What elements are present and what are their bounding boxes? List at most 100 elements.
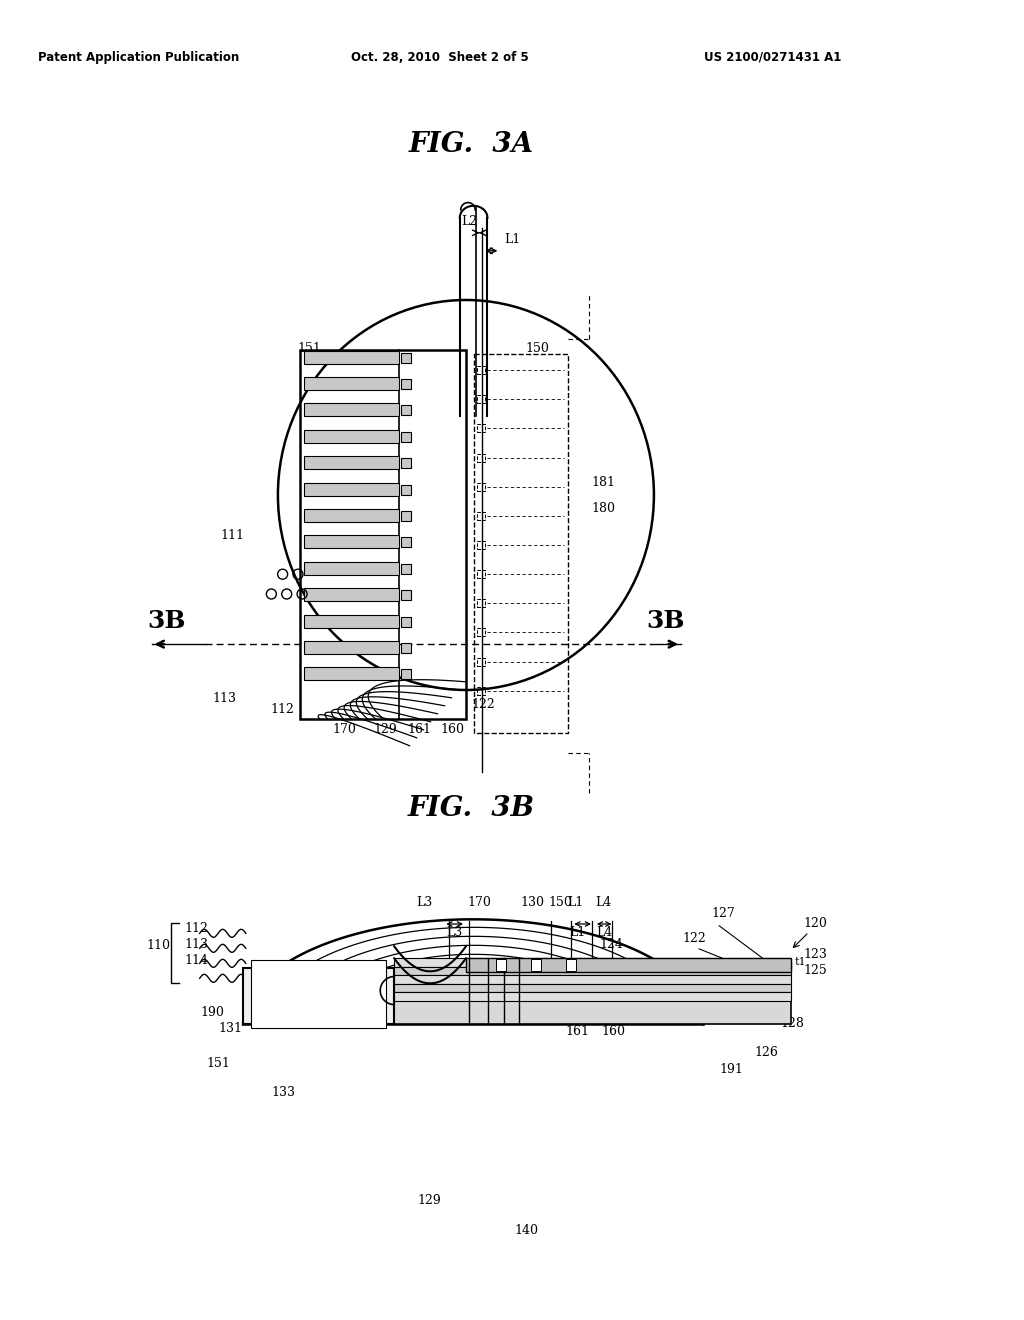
Text: 170: 170 (467, 895, 490, 908)
Bar (401, 379, 411, 389)
Text: Oct. 28, 2010  Sheet 2 of 5: Oct. 28, 2010 Sheet 2 of 5 (351, 50, 529, 63)
Bar (243, 969, 394, 1024)
Text: 150: 150 (525, 342, 549, 355)
Text: 190: 190 (201, 1006, 224, 1019)
Text: L3: L3 (417, 895, 433, 908)
Bar (304, 351, 399, 363)
Text: 114: 114 (184, 953, 208, 966)
Bar (477, 541, 485, 549)
Text: 161: 161 (408, 722, 431, 735)
Text: FIG.  3A: FIG. 3A (409, 131, 534, 158)
Text: 132: 132 (314, 969, 338, 982)
Bar (300, 350, 466, 719)
Bar (566, 960, 575, 972)
Bar (394, 983, 791, 993)
Text: Patent Application Publication: Patent Application Publication (38, 50, 239, 63)
Bar (401, 484, 411, 495)
Text: 111: 111 (220, 528, 244, 541)
Text: 120: 120 (804, 916, 827, 929)
Bar (401, 564, 411, 574)
Text: 160: 160 (440, 722, 464, 735)
Text: 180: 180 (592, 502, 615, 515)
Text: 124: 124 (599, 937, 623, 950)
Bar (401, 458, 411, 469)
Text: 122: 122 (471, 697, 495, 710)
Text: US 2100/0271431 A1: US 2100/0271431 A1 (705, 50, 842, 63)
Bar (304, 589, 399, 601)
Text: 161: 161 (565, 1024, 589, 1038)
Bar (474, 354, 568, 733)
Bar (477, 570, 485, 578)
Bar (477, 657, 485, 665)
Bar (304, 668, 399, 680)
Bar (304, 510, 399, 521)
Text: 3B: 3B (646, 610, 685, 634)
Text: 181: 181 (592, 475, 615, 488)
Bar (477, 425, 485, 433)
Bar (401, 352, 411, 363)
Bar (394, 993, 791, 1001)
Bar (477, 628, 485, 636)
Bar (251, 961, 386, 1028)
Bar (394, 958, 791, 966)
Text: L4: L4 (596, 927, 612, 939)
Text: 122: 122 (682, 932, 706, 945)
Bar (401, 616, 411, 627)
Text: 126: 126 (755, 1045, 778, 1059)
Bar (401, 669, 411, 680)
Text: 150: 150 (549, 895, 572, 908)
Bar (477, 366, 485, 374)
Bar (304, 642, 399, 653)
Text: 191: 191 (720, 1063, 743, 1076)
Bar (304, 378, 399, 389)
Text: 133: 133 (271, 1085, 295, 1098)
Bar (401, 590, 411, 601)
Bar (394, 966, 791, 975)
Text: L4: L4 (595, 895, 611, 908)
Text: 113: 113 (212, 692, 236, 705)
Bar (530, 960, 541, 972)
Text: 125: 125 (804, 964, 827, 977)
Bar (304, 457, 399, 469)
Text: 112: 112 (270, 702, 294, 715)
Bar (496, 960, 506, 972)
Bar (477, 686, 485, 694)
Text: 128: 128 (780, 1016, 804, 1030)
Bar (394, 1001, 791, 1024)
Bar (477, 454, 485, 462)
Bar (304, 430, 399, 442)
Text: L1: L1 (504, 232, 520, 246)
Bar (304, 562, 399, 574)
Bar (304, 536, 399, 548)
Text: L3: L3 (446, 927, 463, 939)
Text: 170: 170 (333, 722, 356, 735)
Bar (466, 958, 791, 973)
Bar (304, 483, 399, 495)
Bar (401, 432, 411, 442)
Text: 131: 131 (218, 1022, 242, 1035)
Bar (304, 404, 399, 416)
Text: t1: t1 (795, 957, 806, 968)
Text: 129: 129 (374, 722, 397, 735)
Bar (477, 512, 485, 520)
Text: 112: 112 (184, 921, 208, 935)
Bar (304, 615, 399, 627)
Text: 123: 123 (804, 948, 827, 961)
Bar (477, 483, 485, 491)
Text: 140: 140 (514, 1224, 538, 1237)
Text: 3B: 3B (147, 610, 186, 634)
Bar (401, 511, 411, 521)
Text: 132: 132 (315, 969, 339, 982)
Bar (477, 395, 485, 404)
Bar (401, 405, 411, 416)
Text: L1: L1 (567, 895, 584, 908)
Text: L2: L2 (461, 215, 477, 228)
Bar (401, 537, 411, 548)
Text: 130: 130 (520, 895, 544, 908)
Text: 110: 110 (146, 939, 170, 952)
Text: 129: 129 (418, 1193, 441, 1206)
Text: L1: L1 (569, 927, 586, 939)
Text: 160: 160 (601, 1024, 625, 1038)
Bar (401, 643, 411, 653)
Text: 151: 151 (297, 342, 321, 355)
